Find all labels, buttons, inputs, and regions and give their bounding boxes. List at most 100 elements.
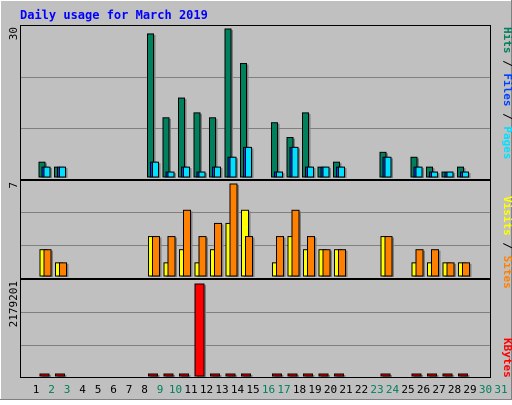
x-label-day-27: 27 <box>432 383 445 396</box>
bar-sites-day-20 <box>338 249 348 277</box>
bar-kbytes-day-18-fill <box>303 373 313 377</box>
x-label-day-17: 17 <box>277 383 290 396</box>
bar-pages-day-20-fill <box>338 166 345 178</box>
bar-sites-day-14 <box>245 236 255 277</box>
bar-kbytes-day-19-fill <box>318 373 329 377</box>
x-label-day-8: 8 <box>141 383 148 396</box>
x-label-day-3: 3 <box>64 383 71 396</box>
bar-sites-day-28 <box>462 262 472 277</box>
x-label-day-14: 14 <box>231 383 245 396</box>
bar-pages-day-1 <box>43 166 52 178</box>
bar-kbytes-day-8-fill <box>148 373 158 377</box>
legend-kbytes: KBytes <box>501 338 512 378</box>
bar-hits-day-13 <box>224 28 233 178</box>
x-label-day-12: 12 <box>200 383 213 396</box>
bar-pages-day-9 <box>167 171 176 178</box>
panel-visits <box>20 180 491 279</box>
gridlines <box>21 77 490 346</box>
bar-pages-day-18 <box>307 166 316 178</box>
bar-pages-day-25-fill <box>415 166 423 178</box>
bar-kbytes-day-17-fill <box>287 373 298 377</box>
bar-kbytes-day-17 <box>287 373 299 377</box>
bar-pages-day-23-fill <box>384 156 392 178</box>
bar-kbytes-day-16 <box>272 373 284 377</box>
bar-pages-day-28 <box>462 171 471 178</box>
bar-pages-day-2-fill <box>59 166 66 178</box>
bar-kbytes-day-11 <box>194 283 206 377</box>
bar-sites-day-17 <box>291 209 301 277</box>
x-label-day-20: 20 <box>324 383 337 396</box>
x-label-day-15: 15 <box>246 383 259 396</box>
x-label-day-6: 6 <box>110 383 117 396</box>
legend-sep-3: / <box>501 236 512 256</box>
bar-hits-day-11 <box>193 112 202 178</box>
x-label-day-13: 13 <box>215 383 228 396</box>
legend-hits: Hits <box>501 27 512 54</box>
bar-sites-day-10-fill <box>183 209 191 277</box>
bar-pages-day-25 <box>415 166 424 178</box>
bar-sites-day-18 <box>307 236 317 277</box>
legend-hits-files-pages: Hits / Files / Pages <box>501 27 512 160</box>
legend-kbytes-wrap: KBytes <box>501 338 512 378</box>
bar-kbytes-day-25 <box>411 373 423 377</box>
bar-sites-day-2-fill <box>59 262 67 277</box>
bar-sites-day-2 <box>59 262 69 277</box>
x-label-day-23: 23 <box>370 383 383 396</box>
bar-pages-day-19 <box>322 166 331 178</box>
bar-kbytes-day-16-fill <box>272 373 282 377</box>
x-label-day-28: 28 <box>448 383 461 396</box>
bar-kbytes-day-1-fill <box>39 373 50 377</box>
bar-sites-day-13 <box>229 183 239 277</box>
bar-kbytes-day-9 <box>163 373 175 377</box>
bar-pages-day-10 <box>183 166 192 178</box>
bar-sites-day-14-fill <box>245 236 253 277</box>
bar-sites-day-16 <box>276 236 286 277</box>
bar-pages-day-1-fill <box>43 166 51 178</box>
x-label-day-22: 22 <box>355 383 368 396</box>
bar-sites-day-27 <box>446 262 456 277</box>
x-label-day-18: 18 <box>293 383 306 396</box>
bar-pages-day-12 <box>214 166 223 178</box>
bar-sites-day-13-fill <box>229 183 238 277</box>
legend-visits-sites: Visits / Sites <box>501 196 512 289</box>
x-label-day-11: 11 <box>184 383 197 396</box>
bar-kbytes-day-20 <box>334 373 346 377</box>
bar-kbytes-day-18 <box>303 373 315 377</box>
bar-hits-day-10 <box>178 97 187 178</box>
ymax-label-hits: 30 <box>7 27 20 40</box>
bar-hits-day-11-fill <box>193 112 201 178</box>
bar-sites-day-23-fill <box>384 236 393 277</box>
bar-sites-day-8-fill <box>152 236 160 277</box>
legend-visits: Visits <box>501 196 512 236</box>
bar-sites-day-26-fill <box>431 249 439 277</box>
bar-kbytes-day-2 <box>55 373 67 377</box>
chart-bars <box>38 28 472 377</box>
bar-sites-day-9 <box>167 236 177 277</box>
legend-sep-1: / <box>501 54 512 74</box>
bar-hits-day-9 <box>162 117 171 178</box>
bar-pages-day-16-fill <box>276 171 283 178</box>
bar-sites-day-23 <box>384 236 394 277</box>
x-label-day-25: 25 <box>401 383 414 396</box>
bar-kbytes-day-27-fill <box>442 373 453 377</box>
bar-kbytes-day-25-fill <box>411 373 422 377</box>
ymax-label-visits: 7 <box>7 182 20 189</box>
bar-kbytes-day-26-fill <box>427 373 437 377</box>
bar-pages-day-28-fill <box>462 171 469 178</box>
bar-kbytes-day-20-fill <box>334 373 344 377</box>
bar-sites-day-25-fill <box>415 249 424 277</box>
bar-sites-day-11 <box>198 236 208 277</box>
bar-kbytes-day-12-fill <box>210 373 220 377</box>
bar-kbytes-day-2-fill <box>55 373 65 377</box>
x-label-day-30: 30 <box>479 383 492 396</box>
bar-kbytes-day-28-fill <box>458 373 468 377</box>
bar-pages-day-18-fill <box>307 166 314 178</box>
bar-kbytes-day-1 <box>39 373 51 377</box>
bar-kbytes-day-10 <box>179 373 191 377</box>
bar-kbytes-day-27 <box>442 373 454 377</box>
bar-kbytes-day-11-fill <box>194 283 205 377</box>
bar-sites-day-20-fill <box>338 249 346 277</box>
x-label-day-2: 2 <box>48 383 55 396</box>
bar-kbytes-day-14-fill <box>241 373 251 377</box>
